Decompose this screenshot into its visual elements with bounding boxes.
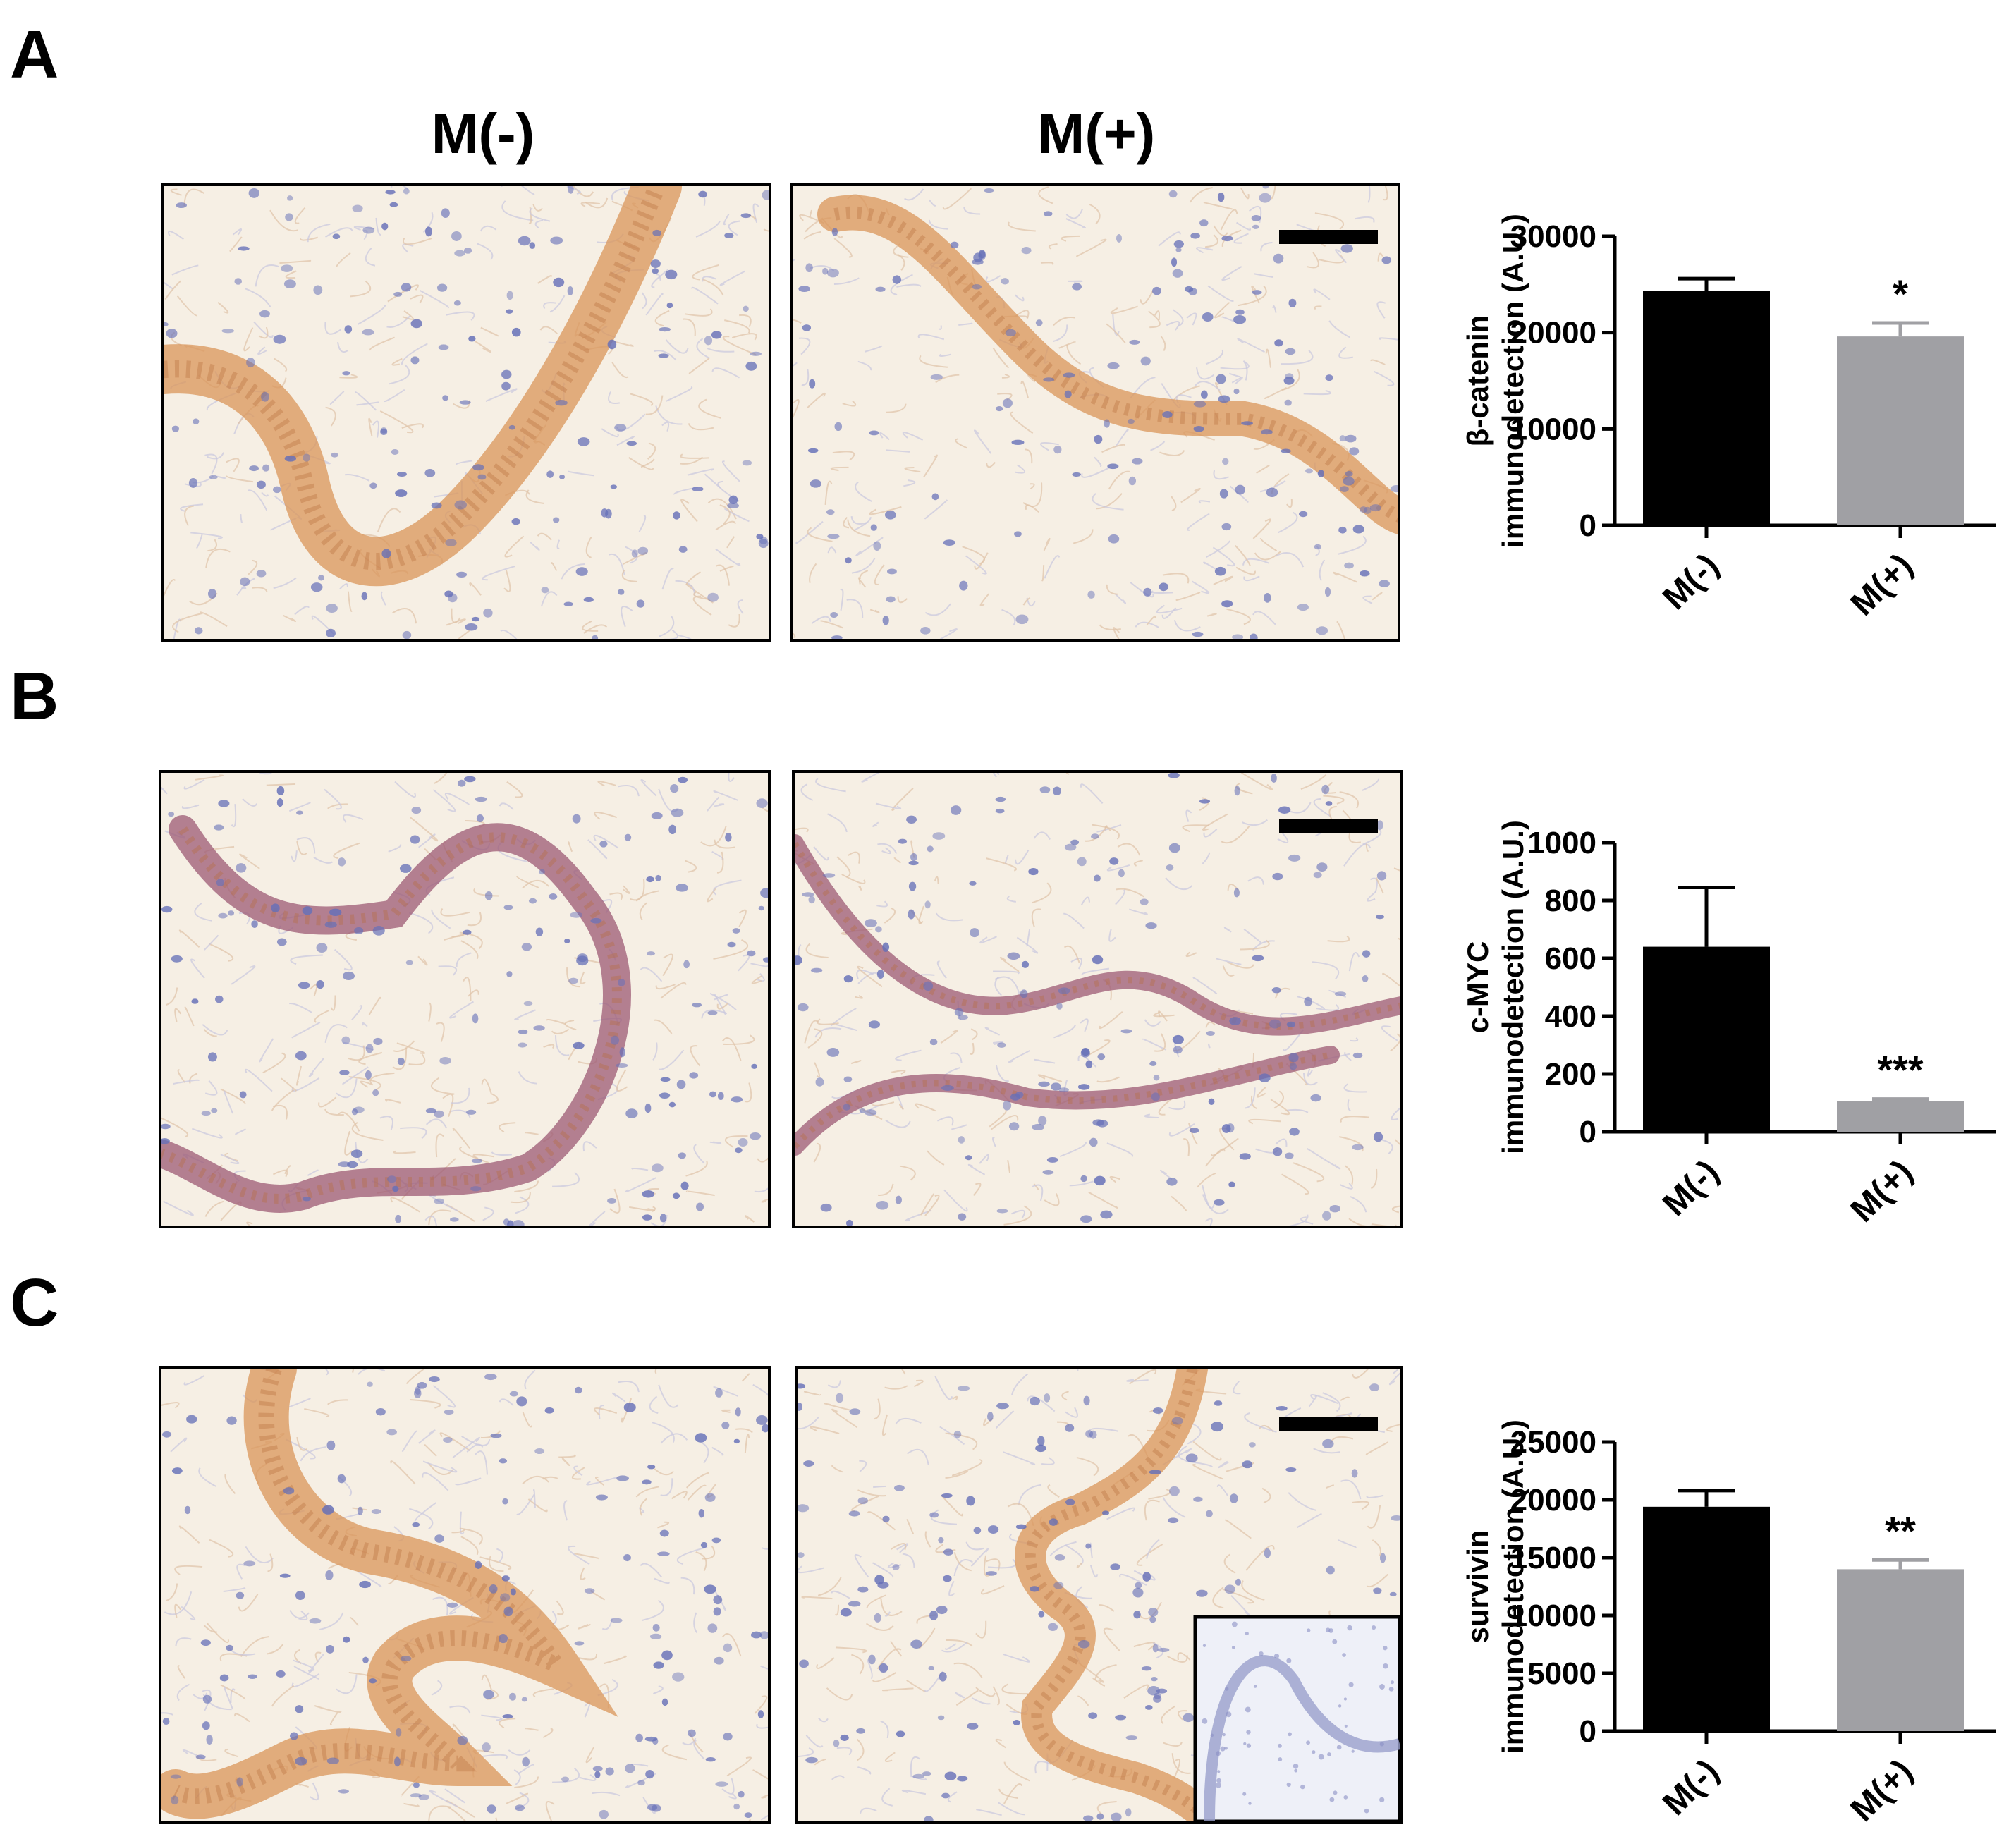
y-tick-label: 800	[1545, 884, 1596, 918]
y-tick-label: 200	[1545, 1057, 1596, 1092]
micrograph-image	[164, 186, 769, 639]
significance-marker: **	[1885, 1508, 1916, 1553]
micrograph-image	[795, 773, 1400, 1226]
x-category-label: M(+)	[1844, 1752, 1920, 1828]
y-tick-label: 1000	[1527, 826, 1596, 860]
chart-beta-catenin: 0 10000 20000 30000 β-catenin immunodetection…	[1438, 162, 2003, 656]
bar-chart: 0 200 400 600 800 1000 c-MYC immunodetection (A…	[1461, 820, 1996, 1229]
bar-m-plus	[1837, 336, 1964, 525]
y-axis-label-line1: survivin	[1461, 1529, 1494, 1643]
micrograph-c-plus	[795, 1366, 1403, 1824]
panel-letter-c: C	[10, 1265, 59, 1340]
micrograph-image	[793, 186, 1398, 639]
y-axis-label-line1: c-MYC	[1461, 941, 1494, 1034]
scale-bar-a	[1279, 230, 1378, 244]
bar-m-plus	[1837, 1569, 1964, 1731]
y-axis-label-line2: immunodetection (A.U.)	[1496, 1419, 1529, 1754]
significance-marker: ***	[1877, 1048, 1924, 1092]
bar-m-minus	[1643, 1506, 1770, 1731]
bar-m-minus	[1643, 291, 1770, 525]
scale-bar-b	[1279, 819, 1378, 833]
y-tick-label: 20000	[1510, 1483, 1596, 1517]
y-tick-label: 10000	[1510, 412, 1596, 446]
y-axis-label-line2: immunodetection (A.U.)	[1496, 820, 1529, 1154]
micrograph-image	[798, 1369, 1400, 1821]
bar-m-minus	[1643, 946, 1770, 1132]
bar-chart: 0 10000 20000 30000 β-catenin immunodetection…	[1461, 214, 1996, 623]
panel-letter-b: B	[10, 659, 59, 734]
x-category-label: M(+)	[1844, 546, 1920, 623]
bar-chart: 0 5000 10000 15000 20000 25000 survivin immunod…	[1461, 1419, 1996, 1828]
significance-marker: *	[1893, 271, 1908, 316]
y-axis-label-line2: immunodetection (A.U.)	[1496, 214, 1529, 548]
bar-m-plus	[1837, 1101, 1964, 1132]
micrograph-b-plus	[792, 770, 1403, 1228]
scale-bar-c	[1279, 1417, 1378, 1431]
column-heading-plus: M(+)	[1037, 102, 1156, 165]
y-tick-label: 30000	[1510, 219, 1596, 254]
x-category-label: M(+)	[1844, 1153, 1920, 1229]
micrograph-image	[161, 1369, 768, 1821]
micrograph-image	[161, 773, 768, 1226]
column-heading-minus: M(-)	[431, 102, 535, 165]
y-tick-label: 10000	[1510, 1599, 1596, 1633]
chart-survivin: 0 5000 10000 15000 20000 25000 survivin immunod…	[1438, 1368, 2003, 1833]
micrograph-a-minus	[161, 183, 771, 642]
y-tick-label: 25000	[1510, 1425, 1596, 1460]
y-tick-label: 400	[1545, 999, 1596, 1034]
y-tick-label: 0	[1580, 1714, 1596, 1749]
x-category-label: M(-)	[1656, 1752, 1726, 1823]
y-tick-label: 5000	[1527, 1656, 1596, 1691]
x-category-label: M(-)	[1656, 546, 1726, 617]
y-axis-label-line1: β-catenin	[1461, 315, 1494, 447]
x-category-label: M(-)	[1656, 1153, 1726, 1223]
y-tick-label: 0	[1580, 1115, 1596, 1149]
micrograph-b-minus	[159, 770, 771, 1228]
y-tick-label: 0	[1580, 508, 1596, 543]
panel-letter-a: A	[10, 17, 59, 92]
y-tick-label: 15000	[1510, 1541, 1596, 1575]
micrograph-a-plus	[790, 183, 1400, 642]
y-tick-label: 20000	[1510, 316, 1596, 350]
y-tick-label: 600	[1545, 941, 1596, 976]
micrograph-c-minus	[159, 1366, 771, 1824]
chart-c-myc: 0 200 400 600 800 1000 c-MYC immunodetection (A…	[1438, 769, 2003, 1262]
